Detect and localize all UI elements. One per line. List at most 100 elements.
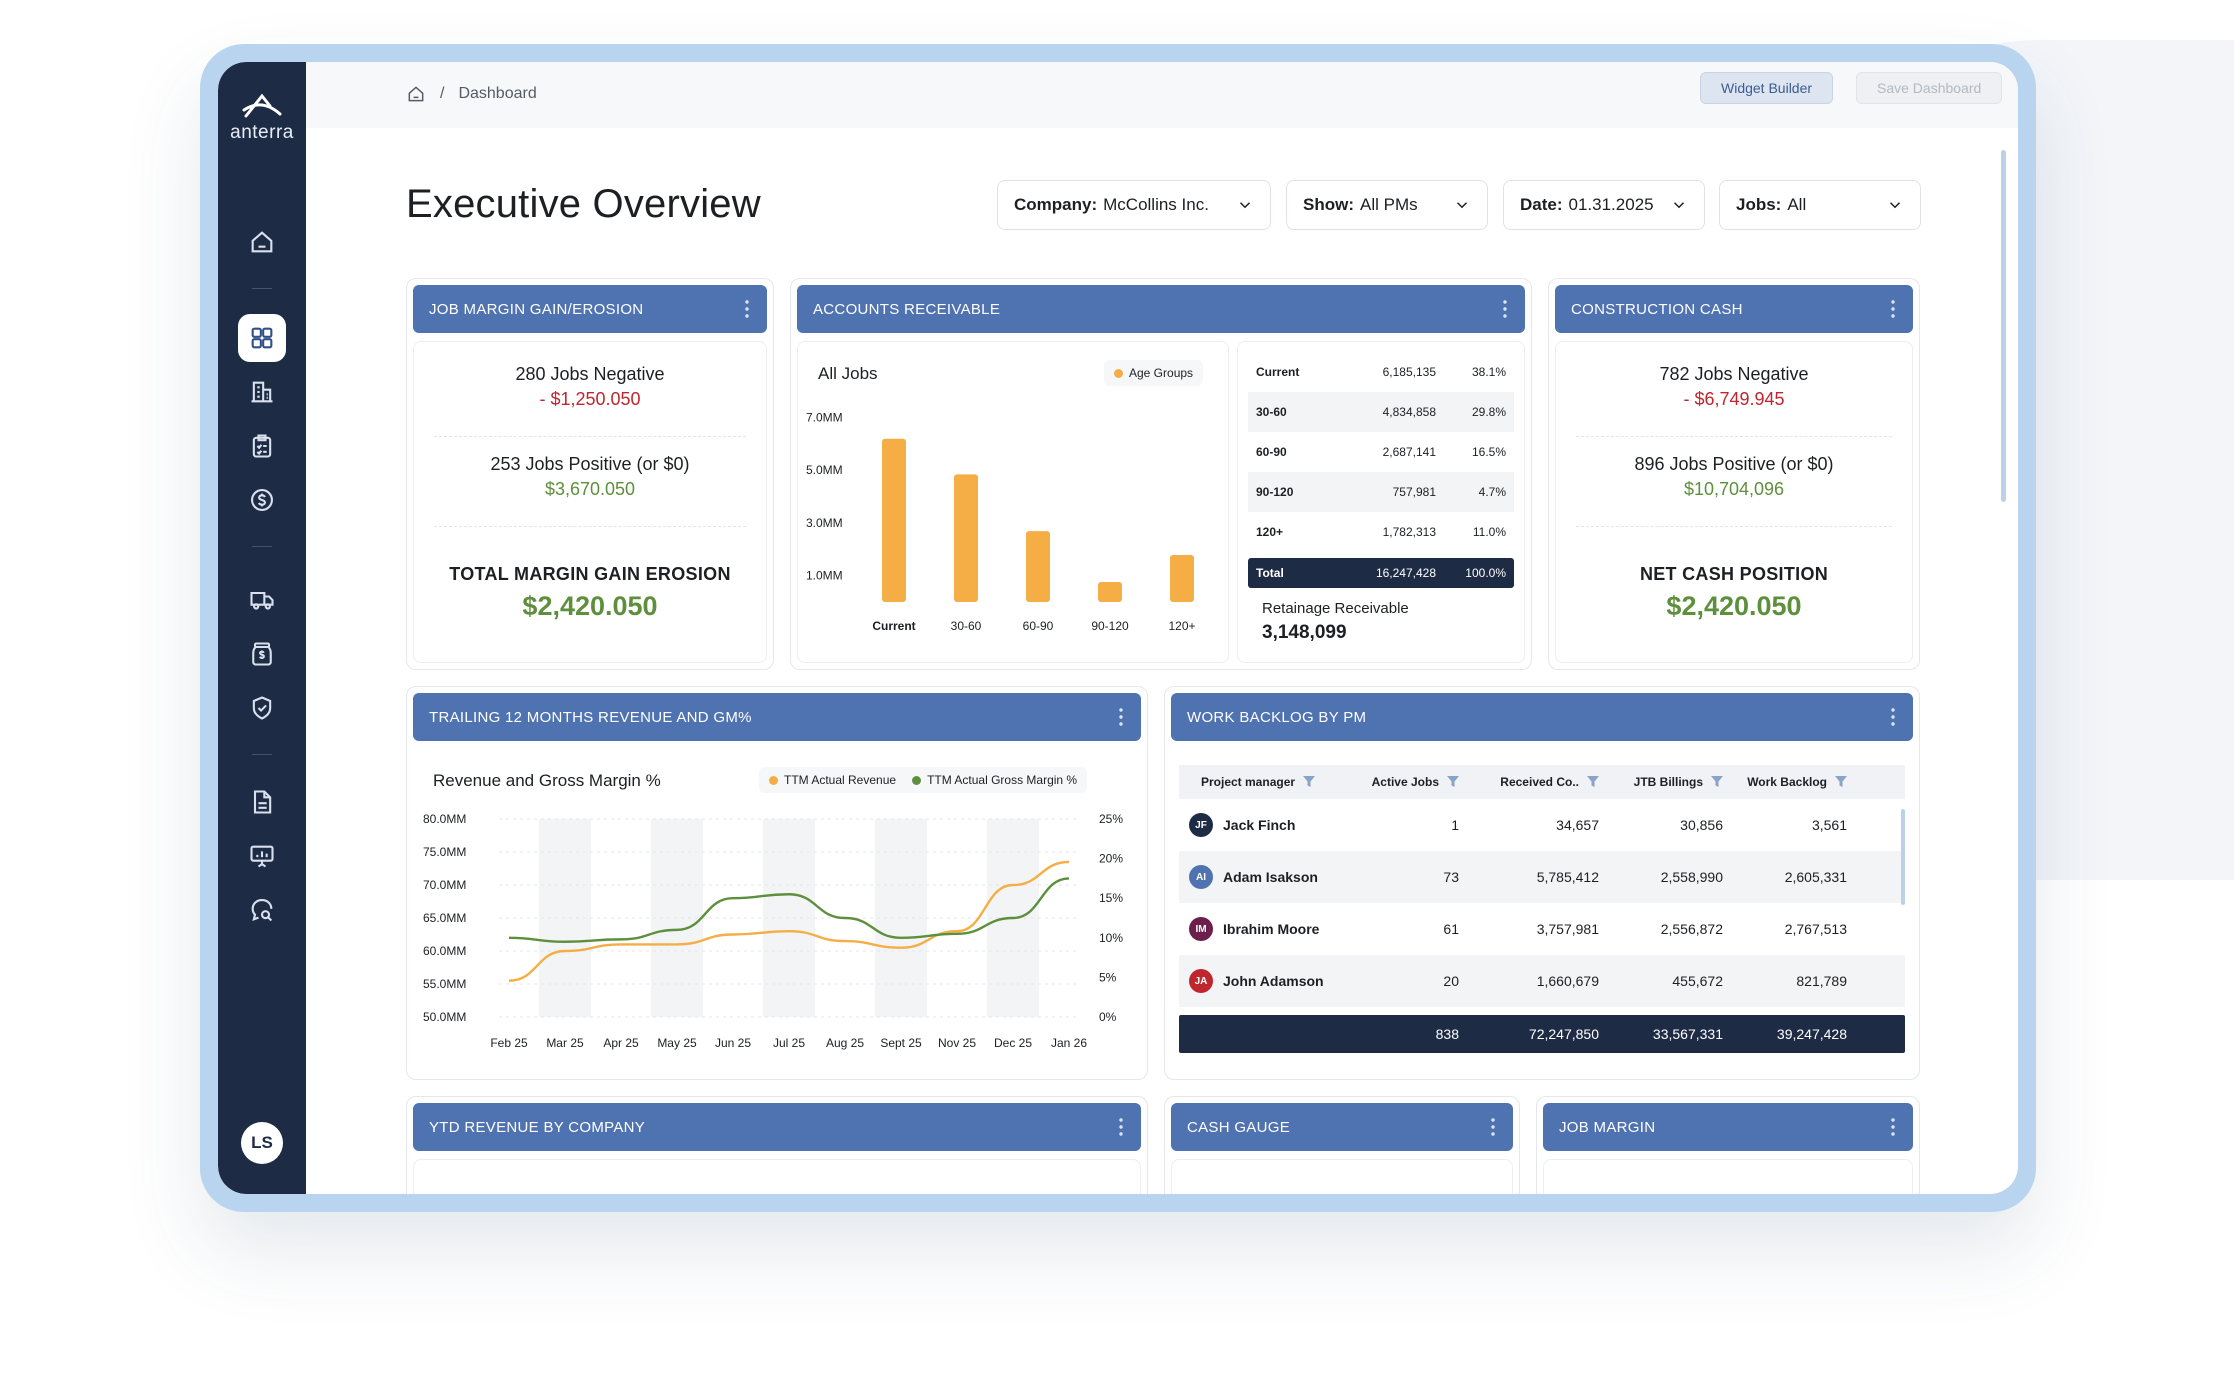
card-header: YTD REVENUE BY COMPANY — [413, 1103, 1141, 1151]
widget-builder-button[interactable]: Widget Builder — [1700, 72, 1834, 104]
accounts-receivable-card: ACCOUNTS RECEIVABLE All Jobs Age Groups … — [790, 278, 1532, 670]
more-options-icon[interactable] — [1881, 1115, 1905, 1139]
table-row[interactable]: AI Adam Isakson 73 5,785,412 2,558,990 2,… — [1179, 851, 1905, 903]
job-margin-card: JOB MARGIN GAIN/EROSION 280 Jobs Negativ… — [406, 278, 774, 670]
card-body: 782 Jobs Negative - $6,749.945 896 Jobs … — [1555, 341, 1913, 663]
table-row: 120+ 1,782,313 11.0% — [1248, 512, 1514, 552]
breadcrumb-home-icon[interactable] — [406, 84, 426, 104]
filter-label: Show: — [1303, 195, 1354, 214]
table-row[interactable]: IM Ibrahim Moore 61 3,757,981 2,556,872 2… — [1179, 903, 1905, 955]
filter-icon[interactable] — [1711, 776, 1723, 788]
filter-icon[interactable] — [1447, 776, 1459, 788]
nav-dollar-icon[interactable] — [238, 476, 286, 524]
ar-chart-panel: All Jobs Age Groups 1.0MM 3.0MM 5.0MM 7.0MM… — [797, 341, 1229, 663]
chevron-down-icon — [1889, 202, 1901, 209]
header-label: Received Co.. — [1500, 775, 1579, 789]
row-pct: 4.7% — [1478, 485, 1506, 499]
page-scrollbar[interactable] — [2001, 150, 2006, 502]
card-body — [413, 1159, 1141, 1194]
x-tick-label: Aug 25 — [826, 1036, 864, 1050]
save-dashboard-button[interactable]: Save Dashboard — [1856, 72, 2003, 104]
more-options-icon[interactable] — [1493, 297, 1517, 321]
avatar: IM — [1189, 917, 1213, 941]
more-options-icon[interactable] — [1881, 297, 1905, 321]
nav-home-icon[interactable] — [238, 218, 286, 266]
avatar: AI — [1189, 865, 1213, 889]
row-label: 120+ — [1256, 525, 1284, 539]
nav-document-icon[interactable] — [238, 778, 286, 826]
row-amount: 2,687,141 — [1382, 445, 1436, 459]
row-label: 90-120 — [1256, 485, 1294, 499]
more-options-icon[interactable] — [1481, 1115, 1505, 1139]
brand-logo[interactable]: anterra — [218, 92, 306, 144]
nav-clipboard-icon[interactable] — [238, 422, 286, 470]
nav-shield-check-icon[interactable] — [238, 684, 286, 732]
positive-value: $10,704,096 — [1683, 479, 1785, 499]
date-filter[interactable]: Date: 01.31.2025 — [1503, 180, 1705, 230]
total-amount: 16,247,428 — [1375, 566, 1436, 580]
nav-chat-search-icon[interactable] — [238, 886, 286, 934]
card-body — [1171, 1159, 1513, 1194]
row-pct: 29.8% — [1471, 405, 1506, 419]
negative-stat: 280 Jobs Negative - $1,250.050 — [414, 364, 766, 410]
avatar: JA — [1189, 969, 1213, 993]
x-tick-label: 60-90 — [1023, 619, 1054, 633]
table-scrollbar[interactable] — [1901, 809, 1905, 905]
filter-value: All — [1787, 195, 1807, 214]
user-avatar[interactable]: LS — [241, 1122, 283, 1164]
sidebar: anterra LS — [218, 62, 306, 1194]
show-filter[interactable]: Show: All PMs — [1286, 180, 1488, 230]
more-options-icon[interactable] — [1881, 705, 1905, 729]
legend-label: Age Groups — [1129, 366, 1194, 380]
top-bar: / Dashboard Widget Builder Save Dashboar… — [306, 62, 2018, 128]
ar-table-panel: Current 6,185,135 38.1% 30-60 4,834,858 29.8… — [1237, 341, 1525, 663]
filter-icon[interactable] — [1587, 776, 1599, 788]
nav-dashboard-icon[interactable] — [238, 314, 286, 362]
row-label: Current — [1256, 365, 1300, 379]
y-left-tick-label: 70.0MM — [423, 878, 466, 892]
header-label: Project manager — [1201, 775, 1296, 789]
filter-icon[interactable] — [1303, 776, 1316, 788]
x-tick-label: Jun 25 — [715, 1036, 751, 1050]
table-row: 30-60 4,834,858 29.8% — [1248, 392, 1514, 432]
breadcrumb-current: Dashboard — [458, 85, 537, 102]
positive-stat: 896 Jobs Positive (or $0) $10,704,096 — [1556, 454, 1912, 500]
work-backlog-card: WORK BACKLOG BY PM Project manager Activ… — [1164, 686, 1920, 1080]
nav-money-jar-icon[interactable] — [238, 630, 286, 678]
more-options-icon[interactable] — [1109, 1115, 1133, 1139]
column-header-jtb[interactable]: JTB Billings — [1599, 775, 1723, 789]
more-options-icon[interactable] — [735, 297, 759, 321]
page-title: Executive Overview — [406, 182, 761, 226]
y-tick-label: 3.0MM — [806, 516, 843, 530]
nav-presentation-icon[interactable] — [238, 832, 286, 880]
chart-title: Revenue and Gross Margin % — [433, 771, 661, 790]
card-body — [1543, 1159, 1913, 1194]
column-header-backlog[interactable]: Work Backlog — [1723, 775, 1847, 789]
company-filter[interactable]: Company: McCollins Inc. — [997, 180, 1271, 230]
nav-truck-icon[interactable] — [238, 576, 286, 624]
positive-value: $3,670.050 — [544, 479, 636, 499]
ar-table: Current 6,185,135 38.1% 30-60 4,834,858 29.8… — [1248, 352, 1514, 588]
column-header-active-jobs[interactable]: Active Jobs — [1359, 775, 1459, 789]
card-title: JOB MARGIN GAIN/EROSION — [429, 300, 644, 318]
cell-received: 1,660,679 — [1536, 973, 1599, 989]
total-value: $2,420.050 — [522, 591, 658, 621]
breadcrumb-separator: / — [440, 85, 445, 102]
row-amount: 757,981 — [1392, 485, 1436, 499]
bar-30-60 — [954, 474, 978, 602]
card-header: TRAILING 12 MONTHS REVENUE AND GM% — [413, 693, 1141, 741]
negative-value: - $1,250.050 — [539, 389, 641, 409]
ar-bar-chart: 1.0MM 3.0MM 5.0MM 7.0MM Current 30-60 60-90 90-… — [806, 410, 1196, 633]
jobs-filter[interactable]: Jobs: All — [1719, 180, 1921, 230]
column-header-pm[interactable]: Project manager — [1189, 775, 1359, 789]
nav-buildings-icon[interactable] — [238, 368, 286, 416]
filter-icon[interactable] — [1835, 776, 1847, 788]
bar-60-90 — [1026, 531, 1050, 602]
table-row[interactable]: JF Jack Finch 1 34,657 30,856 3,561 — [1179, 799, 1905, 851]
table-row[interactable]: JA John Adamson 20 1,660,679 455,672 821,… — [1179, 955, 1905, 1007]
retainage-label: Retainage Receivable — [1262, 600, 1409, 617]
column-header-received[interactable]: Received Co.. — [1459, 775, 1599, 789]
y-left-tick-label: 65.0MM — [423, 911, 466, 925]
negative-label: 280 Jobs Negative — [515, 364, 665, 384]
more-options-icon[interactable] — [1109, 705, 1133, 729]
